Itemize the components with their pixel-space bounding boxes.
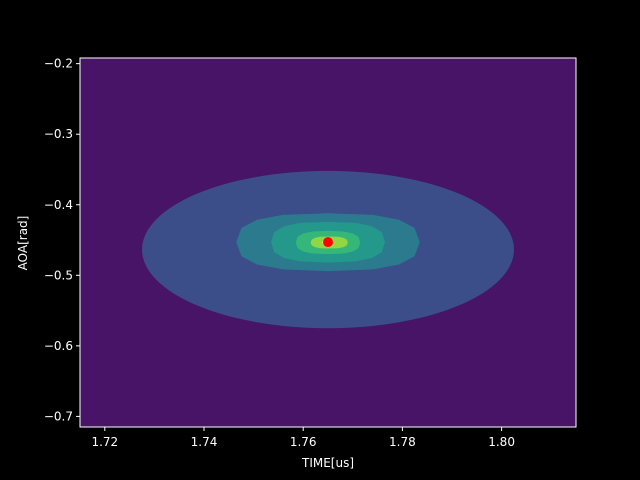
y-tick-label: −0.6 [44,339,73,353]
y-tick-label: −0.3 [44,127,73,141]
y-tick-label: −0.2 [44,57,73,71]
x-tick-label: 1.76 [290,435,317,449]
x-tick-label: 1.80 [488,435,515,449]
plot-frame [79,57,577,428]
y-axis-label: AOA[rad] [16,216,30,271]
x-tick-label: 1.78 [389,435,416,449]
x-axis-label: TIME[us] [301,456,354,470]
x-tick-label: 1.74 [191,435,218,449]
y-tick-label: −0.7 [44,409,73,423]
y-tick-label: −0.4 [44,198,73,212]
x-tick-label: 1.72 [91,435,118,449]
peak-marker [323,237,333,248]
y-tick-label: −0.5 [44,268,73,282]
